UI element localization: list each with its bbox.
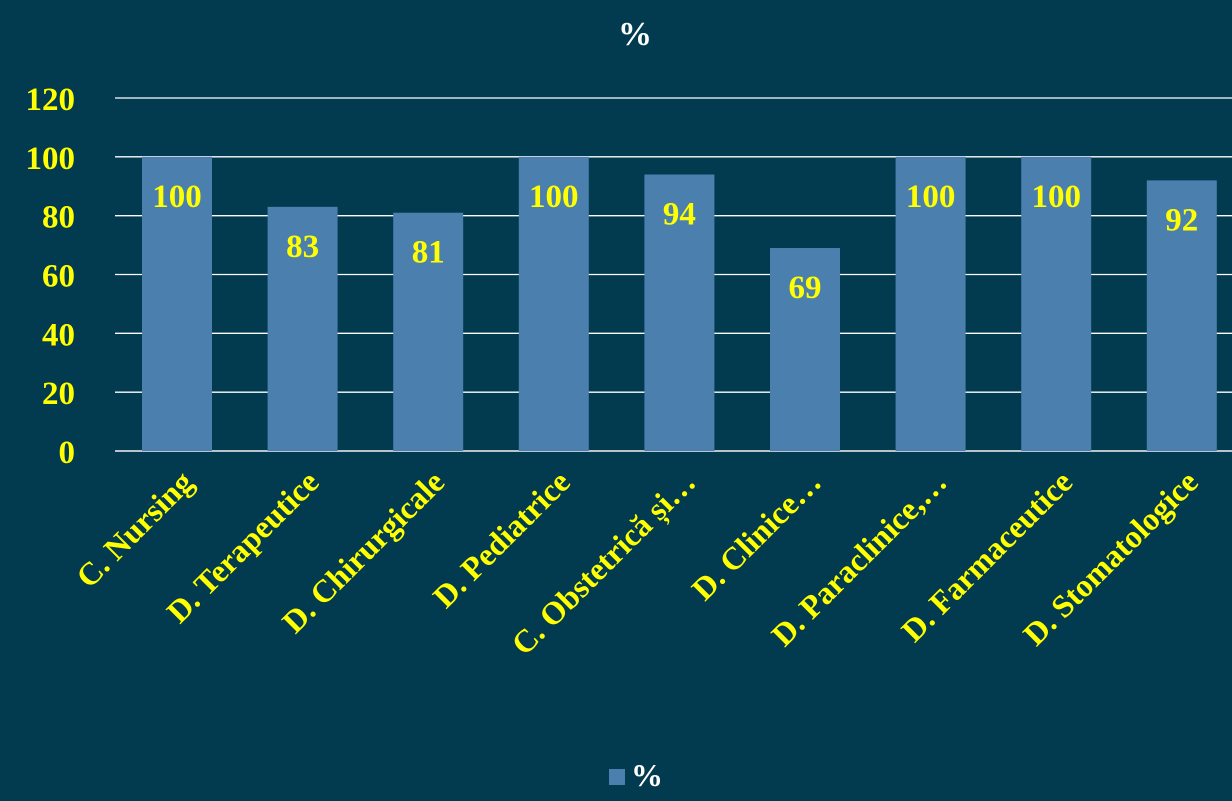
bar bbox=[1021, 156, 1092, 452]
y-tick-label: 100 bbox=[26, 141, 76, 177]
x-category-label: C. Nursing bbox=[69, 463, 200, 594]
y-tick-label: 60 bbox=[42, 259, 75, 295]
bar-value-label: 100 bbox=[152, 179, 202, 215]
bar bbox=[518, 156, 589, 452]
legend: % bbox=[609, 757, 663, 793]
bar-value-label: 100 bbox=[1031, 179, 1081, 215]
y-tick-label: 120 bbox=[26, 82, 76, 118]
bar-value-label: 100 bbox=[529, 179, 579, 215]
bar-value-label: 92 bbox=[1165, 202, 1198, 238]
bar bbox=[644, 174, 715, 451]
data-labels: 100 83 81 100 94 69 100 100 92 bbox=[152, 179, 1198, 306]
bar-value-label: 81 bbox=[412, 235, 445, 271]
bar bbox=[142, 156, 212, 452]
bar bbox=[393, 212, 464, 451]
y-tick-label: 20 bbox=[42, 376, 75, 412]
bar-series bbox=[142, 156, 1217, 452]
bar bbox=[895, 156, 966, 452]
y-tick-label: 80 bbox=[42, 200, 75, 236]
bar-value-label: 94 bbox=[663, 196, 696, 232]
bar bbox=[267, 206, 338, 451]
bar bbox=[770, 248, 840, 451]
bar-value-label: 83 bbox=[286, 229, 319, 265]
y-tick-label: 0 bbox=[59, 435, 76, 471]
bar-value-label: 100 bbox=[906, 179, 956, 215]
legend-swatch bbox=[609, 769, 625, 785]
y-axis-tick-labels: 0 20 40 60 80 100 120 bbox=[26, 82, 76, 471]
bar-value-label: 69 bbox=[789, 270, 822, 306]
legend-label: % bbox=[631, 757, 663, 793]
chart-title: % bbox=[618, 16, 652, 53]
y-tick-label: 40 bbox=[42, 317, 75, 353]
bar bbox=[1146, 180, 1217, 451]
